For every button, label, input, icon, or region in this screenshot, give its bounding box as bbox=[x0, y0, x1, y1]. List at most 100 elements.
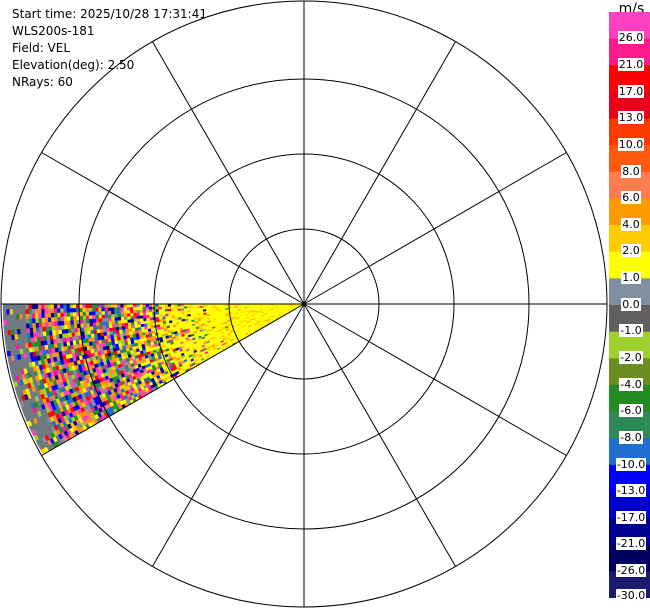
range-gate bbox=[102, 324, 107, 329]
range-gate bbox=[12, 323, 18, 330]
range-gate bbox=[120, 307, 124, 311]
range-gate bbox=[97, 307, 102, 312]
range-gate bbox=[82, 319, 87, 324]
range-gate bbox=[110, 310, 115, 315]
range-gate bbox=[94, 314, 99, 319]
range-gate bbox=[94, 307, 99, 312]
range-gate bbox=[180, 307, 185, 311]
range-gate bbox=[120, 310, 124, 314]
range-gate bbox=[104, 303, 108, 308]
range-gate bbox=[173, 308, 178, 312]
range-gate bbox=[167, 308, 172, 312]
range-gate bbox=[97, 310, 102, 316]
range-gate bbox=[56, 316, 61, 322]
range-gate bbox=[19, 323, 24, 330]
range-gate bbox=[88, 303, 92, 309]
range-gate bbox=[145, 309, 150, 313]
range-gate bbox=[164, 308, 169, 312]
colorbar-tick-label: 0.0 bbox=[621, 297, 641, 311]
range-gate bbox=[18, 303, 23, 310]
range-gate bbox=[101, 310, 105, 315]
range-gate bbox=[158, 311, 163, 315]
range-gate bbox=[53, 303, 58, 309]
colorbar-tick-label: 17.0 bbox=[617, 84, 645, 98]
range-gate bbox=[28, 303, 32, 309]
range-gate bbox=[114, 316, 119, 321]
range-gate bbox=[34, 308, 39, 314]
range-gate bbox=[158, 306, 162, 310]
range-gate bbox=[161, 313, 166, 317]
range-gate bbox=[4, 334, 9, 341]
range-gate bbox=[199, 305, 203, 308]
range-gate bbox=[164, 310, 169, 314]
range-gate bbox=[114, 323, 119, 328]
range-gate bbox=[123, 309, 128, 314]
range-gate bbox=[177, 310, 181, 314]
range-gate bbox=[69, 311, 74, 317]
range-gate bbox=[41, 317, 46, 323]
range-gate bbox=[47, 317, 52, 323]
range-gate bbox=[3, 324, 8, 331]
range-gate bbox=[117, 319, 122, 324]
range-gate bbox=[89, 329, 95, 335]
range-gate bbox=[126, 306, 131, 311]
range-gate bbox=[95, 321, 100, 327]
range-gate bbox=[171, 312, 175, 316]
range-gate bbox=[167, 313, 172, 317]
range-gate bbox=[121, 325, 126, 330]
range-gate bbox=[189, 307, 194, 311]
range-gate bbox=[154, 308, 159, 313]
range-gate bbox=[25, 313, 29, 319]
range-gate bbox=[47, 308, 51, 314]
range-gate bbox=[120, 313, 125, 318]
range-gate bbox=[4, 340, 10, 347]
range-gate bbox=[145, 311, 150, 316]
range-gate bbox=[126, 315, 131, 320]
polar-grid bbox=[0, 0, 608, 608]
range-gate bbox=[31, 317, 36, 324]
azimuth-spoke bbox=[41, 303, 305, 456]
range-gate bbox=[6, 319, 11, 326]
colorbar-tick-label: 1.0 bbox=[621, 271, 641, 284]
range-gate bbox=[62, 307, 67, 313]
range-gate bbox=[110, 313, 115, 318]
range-gate bbox=[81, 307, 86, 312]
range-gate bbox=[31, 303, 35, 310]
range-gate bbox=[136, 312, 140, 316]
range-gate bbox=[130, 318, 135, 323]
range-gate bbox=[186, 309, 191, 313]
range-gate bbox=[105, 327, 110, 333]
range-gate bbox=[94, 310, 99, 316]
range-gate bbox=[50, 316, 55, 322]
range-gate bbox=[12, 303, 16, 310]
velocity-sector bbox=[2, 303, 305, 455]
range-gate bbox=[18, 308, 23, 315]
range-gate bbox=[192, 305, 197, 309]
range-gate bbox=[38, 326, 43, 333]
range-gate bbox=[81, 303, 86, 309]
range-gate bbox=[192, 307, 197, 311]
range-gate bbox=[72, 315, 77, 321]
range-gate bbox=[57, 325, 62, 331]
range-gate bbox=[85, 311, 90, 316]
range-gate bbox=[35, 322, 40, 328]
range-gate bbox=[85, 303, 89, 308]
range-gate bbox=[97, 303, 102, 308]
colorbar-tick-label: 26.0 bbox=[617, 31, 645, 45]
range-gate bbox=[114, 320, 119, 325]
range-gate bbox=[101, 317, 106, 322]
range-gate bbox=[60, 316, 65, 322]
range-gate bbox=[174, 310, 178, 314]
range-gate bbox=[69, 319, 74, 325]
colorbar-tick-label: 8.0 bbox=[621, 164, 641, 178]
range-gate bbox=[91, 307, 96, 312]
range-gate bbox=[104, 317, 109, 322]
range-gate bbox=[177, 308, 181, 311]
range-gate bbox=[31, 313, 36, 319]
range-gate bbox=[107, 307, 112, 312]
range-gate bbox=[101, 314, 106, 319]
range-gate bbox=[139, 309, 143, 313]
range-gate bbox=[167, 306, 172, 310]
range-gate bbox=[9, 303, 13, 310]
range-gate bbox=[154, 306, 159, 310]
